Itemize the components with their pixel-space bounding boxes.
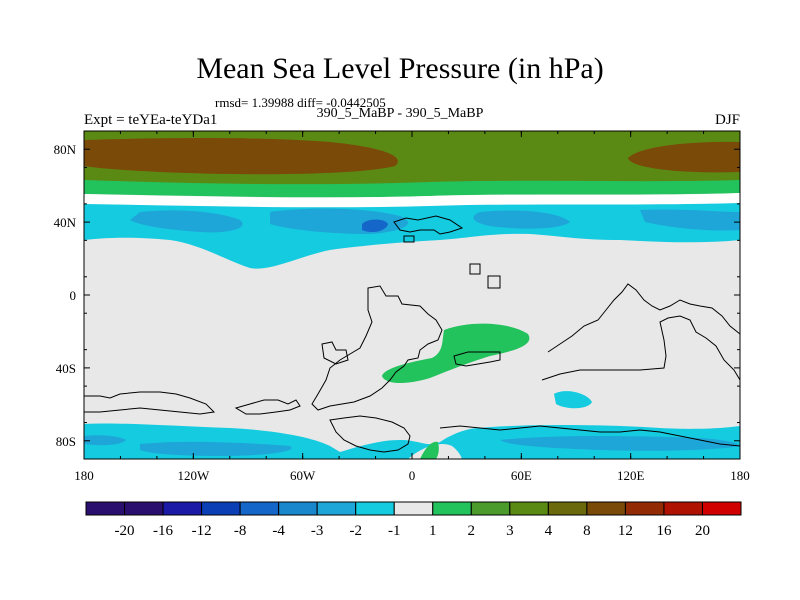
coastline-africa [453,351,501,367]
colorbar-label: -4 [272,523,285,539]
stats-label: rmsd= 1.39988 diff= -0.0442505 [215,95,386,110]
colorbar-label: 1 [429,523,437,539]
colorbar-box [316,501,357,516]
region-nh-blue-far-east [640,209,740,231]
experiment-subtitle: 390_5_MaBP - 390_5_MaBP [316,106,484,121]
colorbar-label: 12 [618,523,633,539]
colorbar-labels: -20 -16 -12 -8 -4 -3 -2 -1 1 2 3 4 8 12 16 20 [115,523,710,539]
coastline-islands-north [469,263,501,289]
colorbar-box [586,501,626,516]
colorbar [85,501,742,516]
colorbar-label: -2 [349,523,362,539]
coastline-antarctica-west [84,391,216,415]
coastline-sa-inlet [321,341,349,365]
colorbar-box [124,501,164,516]
colorbar-label: 16 [656,523,672,539]
coastline-antarctica-east [439,425,740,447]
region-gap-band [84,193,740,208]
coastlines [84,215,740,453]
colorbar-box [509,501,549,516]
region-southern-blue-mid [140,441,292,456]
colorbar-box [201,501,241,516]
region-sh-cyan-patch [554,391,592,409]
x-tick-label: 180 [74,468,94,483]
coastline-south-america [311,285,443,411]
x-tick-label: 120W [177,468,210,483]
x-tick-label: 180 [730,468,750,483]
coastline-southern-shelf [329,415,411,453]
colorbar-label: -8 [234,523,247,539]
region-southern-blue-east [500,436,740,451]
coastline-antarctica-peninsula [234,399,301,415]
chart-title: Mean Sea Level Pressure (in hPa) [196,52,604,85]
colorbar-box [162,501,203,516]
colorbar-box [85,501,126,516]
x-tick-label: 60W [290,468,316,483]
x-tick-label: 0 [409,468,416,483]
colorbar-label: -3 [311,523,324,539]
axis-labels: 180 120W 60W 0 60E 120E 180 80N 40N 0 40S 80S [54,142,750,483]
coastline-australia [541,315,740,381]
colorbar-box [393,501,434,516]
colorbar-box [470,501,511,516]
x-tick-label: 120E [617,468,645,483]
y-tick-label: 80N [54,142,77,157]
axis-ticks [83,130,741,460]
colorbar-label: 3 [506,523,514,539]
coastline-north-america [393,215,464,235]
region-africa-green [382,323,530,383]
region-arctic-green-light [84,180,740,198]
colorbar-label: 8 [583,523,591,539]
colorbar-box [278,501,318,516]
region-arctic-brown-west [84,138,398,175]
colorbar-label: -16 [153,523,173,539]
colorbar-label: -1 [388,523,401,539]
contour-field [84,131,740,459]
colorbar-box [432,501,472,516]
colorbar-box [701,501,742,516]
region-nh-blue-west [130,210,243,233]
colorbar-label: -12 [192,523,212,539]
coastline-asia-east [547,283,740,353]
colorbar-box [239,501,280,516]
y-tick-label: 0 [70,288,77,303]
region-arctic-brown-east [628,141,740,173]
y-tick-label: 80S [56,434,76,449]
y-tick-label: 40N [54,215,77,230]
colorbar-label: 4 [545,523,553,539]
colorbar-label: -20 [115,523,135,539]
colorbar-box [663,501,703,516]
x-tick-label: 60E [511,468,532,483]
colorbar-label: 20 [695,523,710,539]
coastline-greenland [403,235,415,243]
colorbar-box [547,501,588,516]
experiment-label: Expt = teYEa-teYDa1 [84,112,218,128]
colorbar-box [624,501,665,516]
colorbar-label: 2 [468,523,476,539]
region-antarctic-green [420,441,439,459]
region-nh-blue-dark [362,219,388,232]
colorbar-box [355,501,395,516]
y-tick-label: 40S [56,361,76,376]
season-label: DJF [714,112,740,128]
region-nh-blue-east [473,210,570,229]
region-southern-blue-west [84,435,126,446]
